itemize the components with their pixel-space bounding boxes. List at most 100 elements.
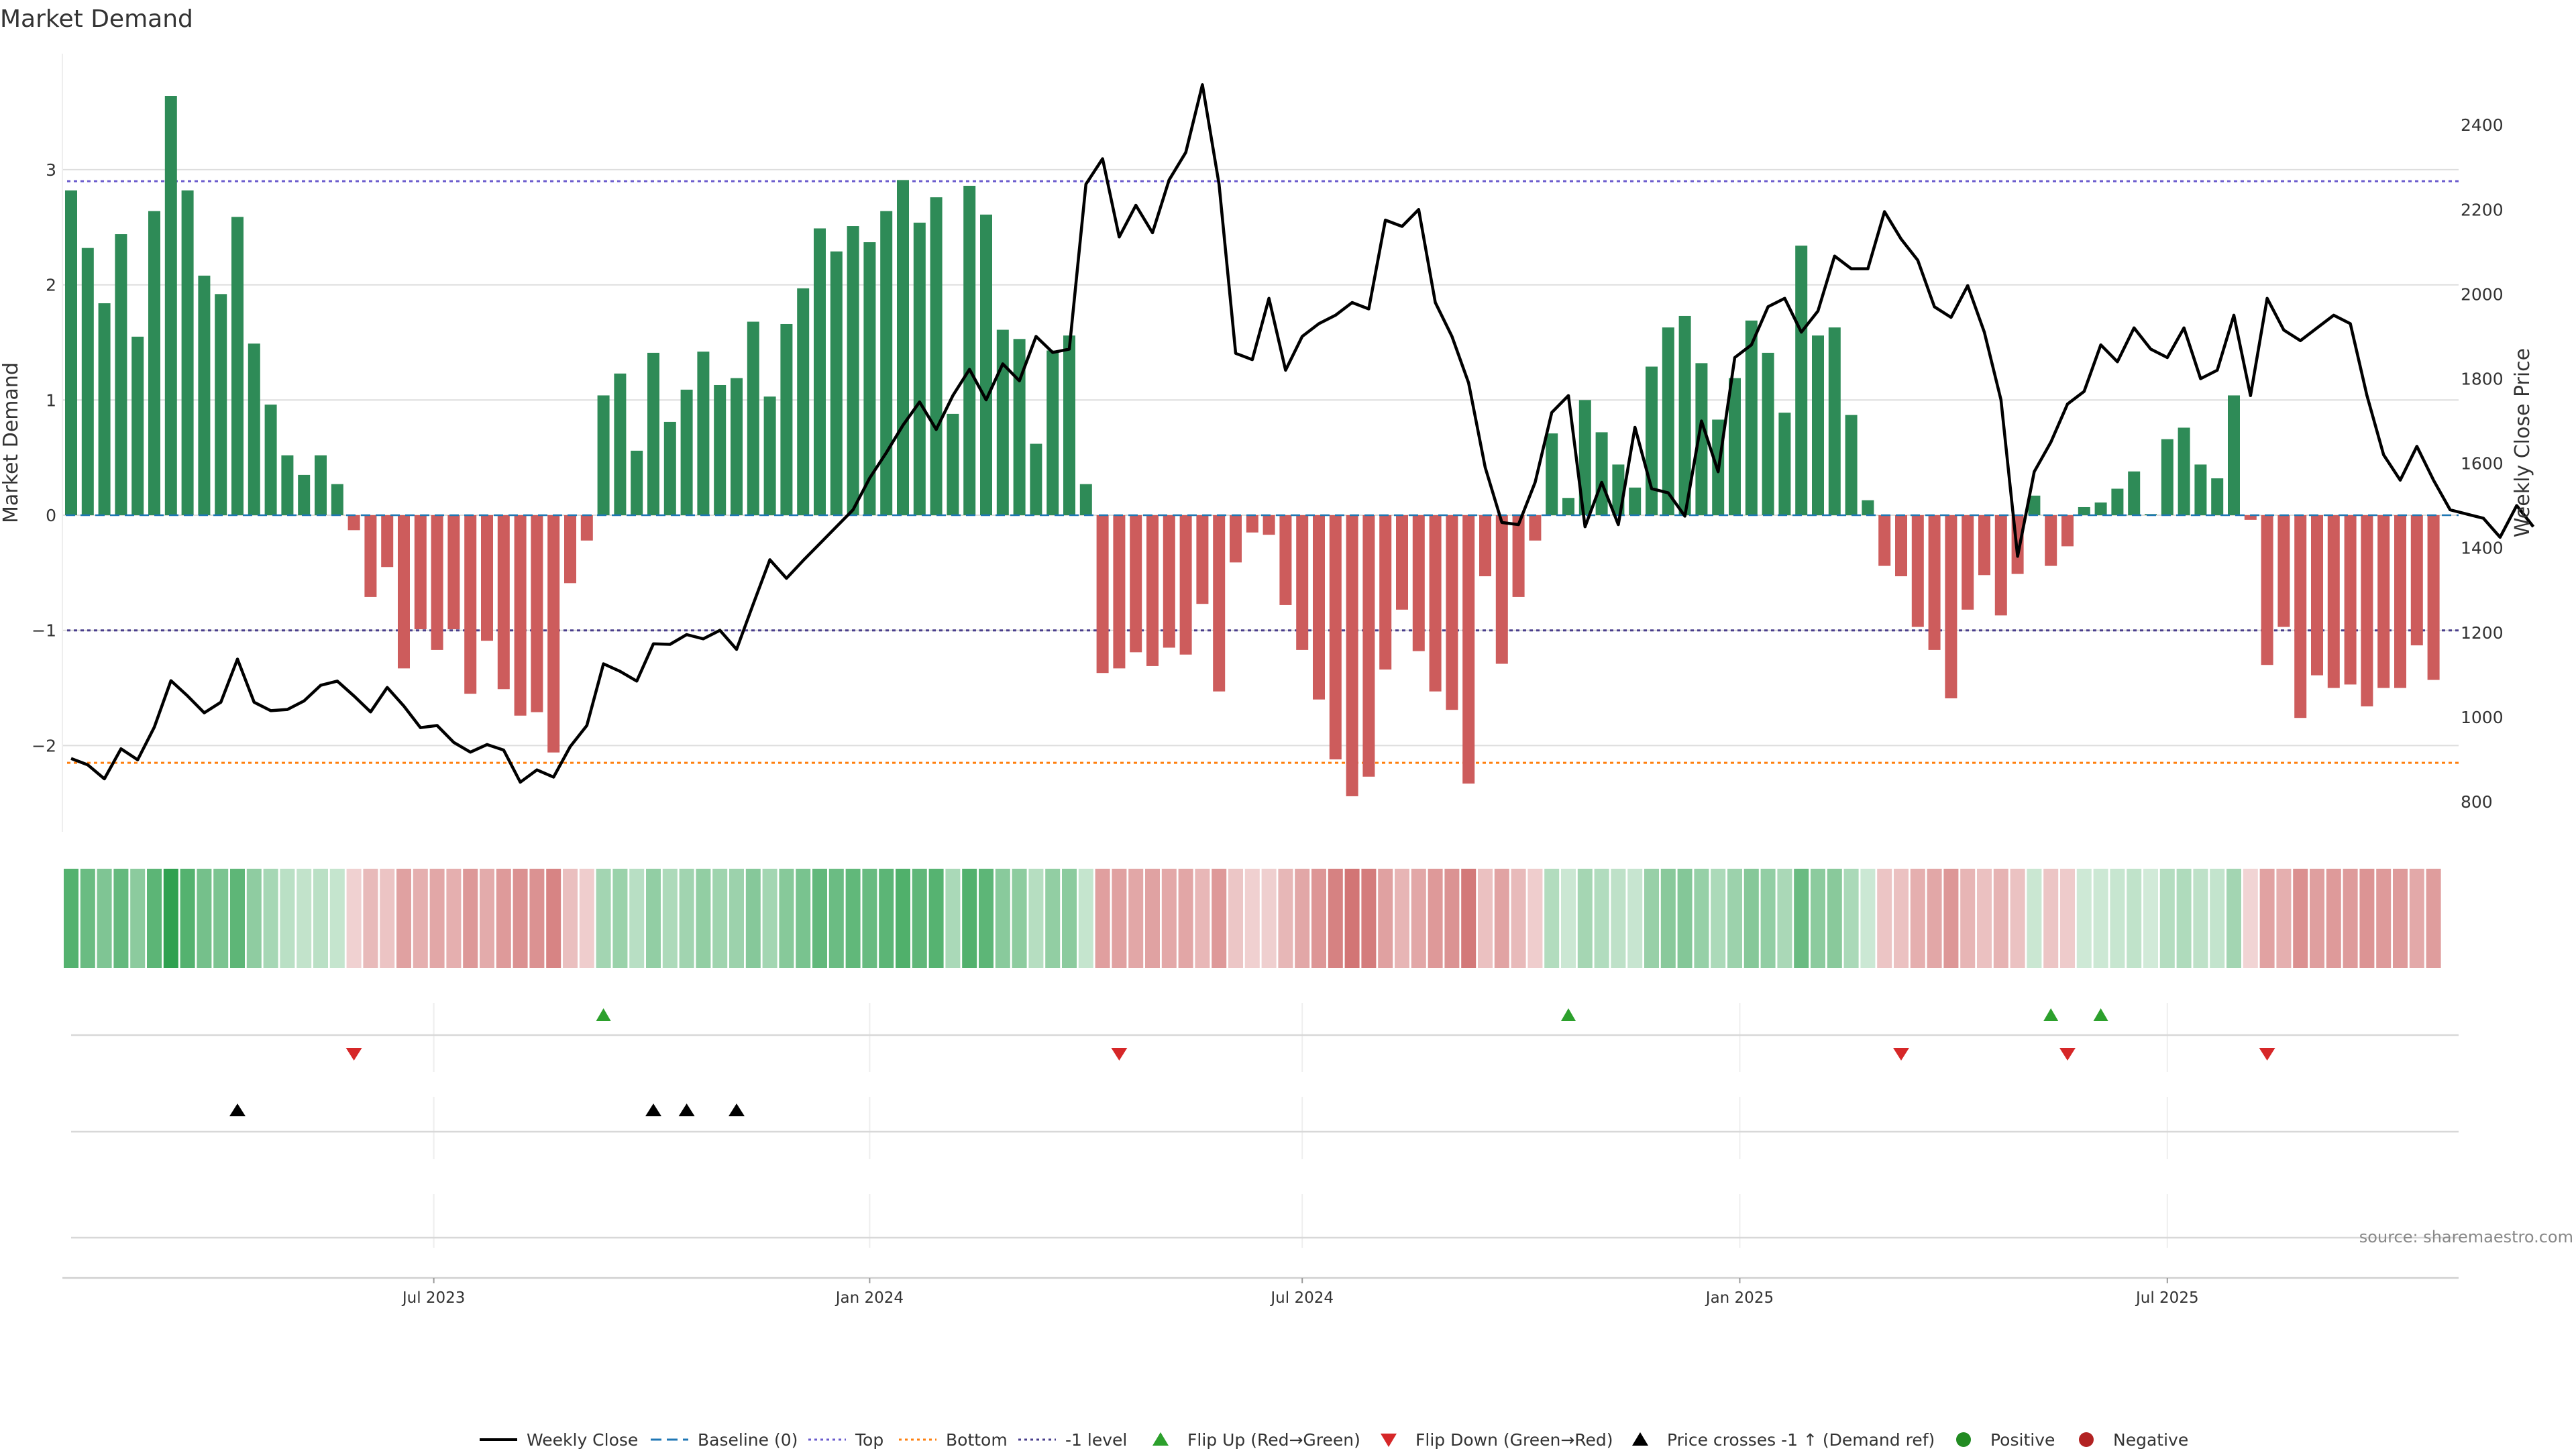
negative-bar: [1994, 515, 2007, 616]
heat-cell: [2093, 869, 2108, 968]
heat-cell: [912, 869, 927, 968]
x-tick-label: Jan 2025: [1705, 1289, 1774, 1307]
heat-cell: [2409, 869, 2424, 968]
heat-cell: [962, 869, 977, 968]
heat-cell: [1344, 869, 1360, 968]
heat-cell: [1927, 869, 1942, 968]
price-cross-panel: [71, 1097, 2459, 1159]
y2-axis-label: Weekly Close Price: [2511, 348, 2534, 537]
negative-bar: [447, 515, 460, 629]
heat-cell: [2060, 869, 2075, 968]
heat-cell: [1444, 869, 1460, 968]
positive-bar: [2028, 495, 2041, 515]
positive-bar: [1778, 413, 1791, 515]
negative-bar: [514, 515, 527, 716]
negative-bar: [1279, 515, 1292, 605]
heat-cell: [1128, 869, 1144, 968]
heat-cell: [213, 869, 229, 968]
flip-down-marker: [345, 1048, 362, 1061]
heat-cell: [2343, 869, 2358, 968]
positive-bar: [2194, 464, 2207, 515]
heat-cell: [1395, 869, 1409, 968]
y-tick-labels: 3 2 1 0 −1 −2: [32, 160, 56, 756]
heat-cell: [1028, 869, 1044, 968]
positive-bar: [2178, 427, 2190, 515]
negative-bar: [497, 515, 510, 690]
heat-cell: [979, 869, 994, 968]
heat-cell: [1361, 869, 1377, 968]
heat-cell: [1993, 869, 2008, 968]
date-axis: Jul 2023 Jan 2024 Jul 2024 Jan 2025 Jul 2025: [62, 1277, 2459, 1307]
negative-bar: [1113, 515, 1126, 669]
positive-bar: [680, 389, 693, 515]
negative-bar: [347, 515, 360, 531]
source-note: source: sharemaestro.com: [2359, 1228, 2573, 1246]
heat-cell: [280, 869, 295, 968]
negative-bar: [1130, 515, 1142, 653]
negative-bar: [2294, 515, 2307, 718]
positive-bar: [663, 421, 676, 515]
negative-bar: [1429, 515, 1442, 692]
negative-bar: [531, 515, 543, 712]
positive-bar: [148, 211, 160, 515]
y-tick-label: 2: [46, 276, 56, 295]
positive-bar: [1812, 335, 1824, 515]
heat-cell: [1577, 869, 1593, 968]
heat-cell: [2127, 869, 2142, 968]
heat-cell: [230, 869, 245, 968]
flip-down-marker: [2059, 1048, 2076, 1061]
negative-bar: [1962, 515, 1974, 610]
heat-cell: [2259, 869, 2275, 968]
negative-bar: [1495, 515, 1508, 664]
negative-bar: [1296, 515, 1309, 650]
y-tick-label: 0: [46, 506, 56, 525]
positive-bar: [780, 323, 793, 515]
x-tick-label: Jul 2024: [1269, 1289, 1334, 1307]
heat-cell: [1062, 869, 1077, 968]
positive-bar: [1845, 415, 1858, 515]
heat-cell: [2076, 869, 2092, 968]
positive-bar: [315, 455, 327, 515]
negative-bar: [2361, 515, 2373, 707]
positive-bar: [631, 450, 643, 515]
heat-cell: [828, 869, 844, 968]
legend-label: Top: [855, 1430, 883, 1449]
legend-swatch: [1381, 1434, 1397, 1447]
negative-bar: [1196, 515, 1209, 604]
flip-down-marker: [1893, 1048, 1909, 1061]
price-cross-marker: [645, 1104, 661, 1116]
price-cross-marker: [678, 1104, 695, 1116]
positive-bar: [797, 288, 810, 515]
heat-cell: [2143, 869, 2158, 968]
heat-cell: [1212, 869, 1227, 968]
positive-bar: [1595, 432, 1608, 515]
positive-bar: [913, 222, 926, 515]
negative-bar: [1945, 515, 1957, 699]
heat-cell: [2326, 869, 2341, 968]
heat-cell: [1594, 869, 1609, 968]
heat-cell: [2226, 869, 2241, 968]
positive-bar: [697, 352, 710, 515]
y-tick-label: −2: [32, 736, 56, 755]
heat-cell: [147, 869, 162, 968]
negative-bar: [1179, 515, 1192, 655]
negative-bar: [1878, 515, 1891, 566]
heat-cell: [1894, 869, 1909, 968]
legend-swatch: [2079, 1432, 2094, 1447]
negative-bar: [1412, 515, 1425, 651]
heat-cell: [862, 869, 877, 968]
y2-tick-label: 2000: [2461, 284, 2504, 304]
positive-bar: [164, 96, 177, 516]
negative-bar: [2045, 515, 2057, 566]
positive-bar: [98, 303, 111, 515]
demand-bars: [65, 96, 2440, 796]
legend-label: Flip Down (Green→Red): [1415, 1430, 1613, 1449]
positive-bar: [830, 251, 843, 515]
y2-tick-label: 1200: [2461, 623, 2504, 643]
positive-bar: [131, 336, 144, 515]
heat-cell: [1644, 869, 1659, 968]
positive-bar: [2078, 506, 2090, 515]
heat-cell: [1627, 869, 1643, 968]
legend-label: Bottom: [946, 1430, 1008, 1449]
heat-cell: [612, 869, 628, 968]
